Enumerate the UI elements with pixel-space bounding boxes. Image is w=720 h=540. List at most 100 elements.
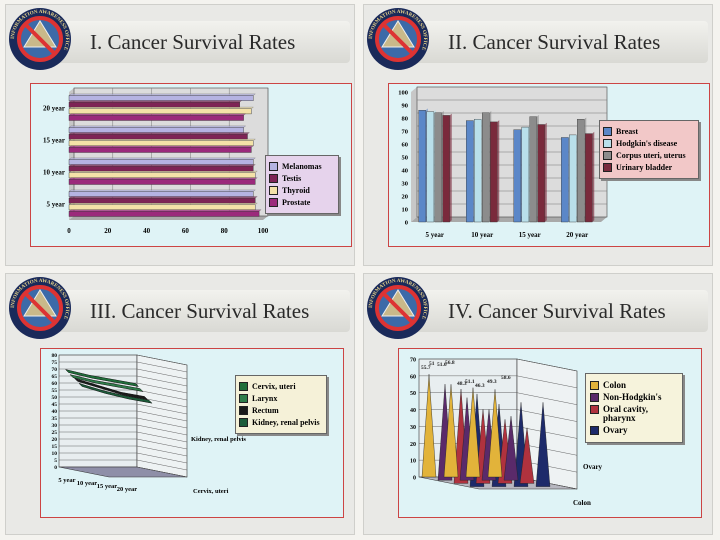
bar (521, 126, 529, 223)
y-tick-label: 60 (402, 142, 409, 149)
bar-top (68, 138, 256, 141)
legend-swatch (603, 139, 612, 148)
y-tick-label: 45 (52, 402, 58, 408)
bar (577, 119, 585, 223)
series-line (74, 378, 149, 400)
legend-item: Larynx (239, 394, 323, 403)
iao-logo-icon: INFORMATION AWARENESS OFFICE (9, 277, 71, 339)
title-bar (408, 21, 708, 63)
gridline (136, 452, 188, 464)
gridline (136, 438, 188, 450)
bar-top (68, 209, 262, 212)
bar (68, 204, 256, 211)
legend-swatch (239, 418, 248, 427)
chart-floor (411, 217, 607, 222)
y-tick-label: 15 (52, 444, 58, 450)
y-tick-label: 25 (52, 430, 58, 436)
legend-label: Cervix, uteri (252, 382, 296, 391)
y-tick-label: 60 (410, 374, 416, 380)
logo-prohibit-circle (375, 16, 421, 62)
y-tick-label: 60 (52, 381, 58, 387)
y-tick-label: 70 (402, 129, 409, 136)
legend-label: Thyroid (282, 186, 310, 195)
slide-title: IV. Cancer Survival Rates (448, 299, 666, 323)
bar (68, 140, 254, 147)
y-tick-label: 80 (52, 353, 58, 359)
depth-tick-label: Colon (573, 499, 591, 507)
y-tick-label: 50 (52, 395, 58, 401)
bar (68, 133, 248, 140)
legend-item: Thyroid (269, 186, 335, 195)
gridline (136, 354, 188, 366)
y-tick-label: 40 (410, 408, 416, 414)
x-tick-label: 15 year (519, 231, 541, 239)
bar-top (68, 113, 247, 116)
series-line (69, 374, 144, 392)
legend-swatch (590, 381, 599, 390)
title-bar (408, 290, 708, 332)
bar (490, 121, 498, 223)
legend-item: Hodgkin's disease (603, 139, 695, 148)
legend-label: Testis (282, 174, 302, 183)
bar (68, 165, 254, 172)
gridline (136, 431, 188, 443)
legend-swatch (269, 162, 278, 171)
legend-label: Hodgkin's disease (616, 139, 678, 148)
gridline (136, 361, 188, 373)
logo-pyramid (381, 20, 415, 48)
gridline (136, 403, 188, 415)
legend-swatch (590, 426, 599, 435)
slide-3: INFORMATION AWARENESS OFFICE III. Cancer… (5, 273, 355, 535)
depth-tick-label: Ovary (583, 463, 603, 471)
bar (68, 172, 256, 179)
legend-item: Breast (603, 127, 695, 136)
depth-tick-label: Kidney, renal pelvis (191, 436, 246, 443)
y-tick-label: 65 (52, 374, 58, 380)
chart-legend: Colon Non-Hodgkin's Oral cavity, pharynx Ov… (585, 373, 683, 443)
y-tick-label: 30 (402, 181, 409, 188)
bar-side (497, 120, 500, 222)
legend-label: Corpus uteri, uterus (616, 151, 686, 160)
logo-prohibit-slash (381, 22, 415, 56)
bar (569, 134, 577, 223)
series-peak (519, 427, 535, 484)
bar-top (68, 100, 243, 103)
y-tick-label: 35 (52, 416, 58, 422)
gridline (136, 389, 188, 401)
slide-title: III. Cancer Survival Rates (90, 299, 310, 323)
slide-4: INFORMATION AWARENESS OFFICE IV. Cancer … (363, 273, 713, 535)
legend-swatch (590, 393, 599, 402)
y-tick-label: 0 (405, 220, 408, 227)
bar (68, 211, 260, 217)
legend-swatch (603, 163, 612, 172)
legend-item: Melanomas (269, 162, 335, 171)
bar (418, 110, 426, 223)
series-peak (421, 374, 437, 478)
bar (561, 137, 569, 223)
slide-1: INFORMATION AWARENESS OFFICE I. Cancer S… (5, 4, 355, 266)
x-tick-label: 20 year (566, 231, 588, 239)
y-tick-label: 0 (413, 476, 416, 482)
legend-swatch (269, 186, 278, 195)
bar (442, 115, 450, 223)
chart-side-wall (69, 88, 74, 220)
legend-label: Non-Hodgkin's (603, 392, 662, 402)
gridline (516, 409, 578, 422)
y-tick-label: 70 (52, 367, 58, 373)
bar (68, 147, 252, 153)
legend-label: Colon (603, 380, 627, 390)
legend-label: Larynx (252, 394, 278, 403)
bar-side (592, 131, 595, 222)
legend-swatch (269, 198, 278, 207)
data-label: 48.3 (457, 381, 467, 387)
chart-floor (69, 216, 268, 220)
gridline (516, 358, 578, 372)
series-line (64, 369, 140, 387)
legend-label: Prostate (282, 198, 311, 207)
y-tick-label: 15 year (43, 137, 65, 145)
y-tick-label: 40 (52, 409, 58, 415)
bar-top (68, 177, 258, 180)
logo-prohibit-circle (375, 285, 421, 331)
bar (68, 127, 244, 133)
